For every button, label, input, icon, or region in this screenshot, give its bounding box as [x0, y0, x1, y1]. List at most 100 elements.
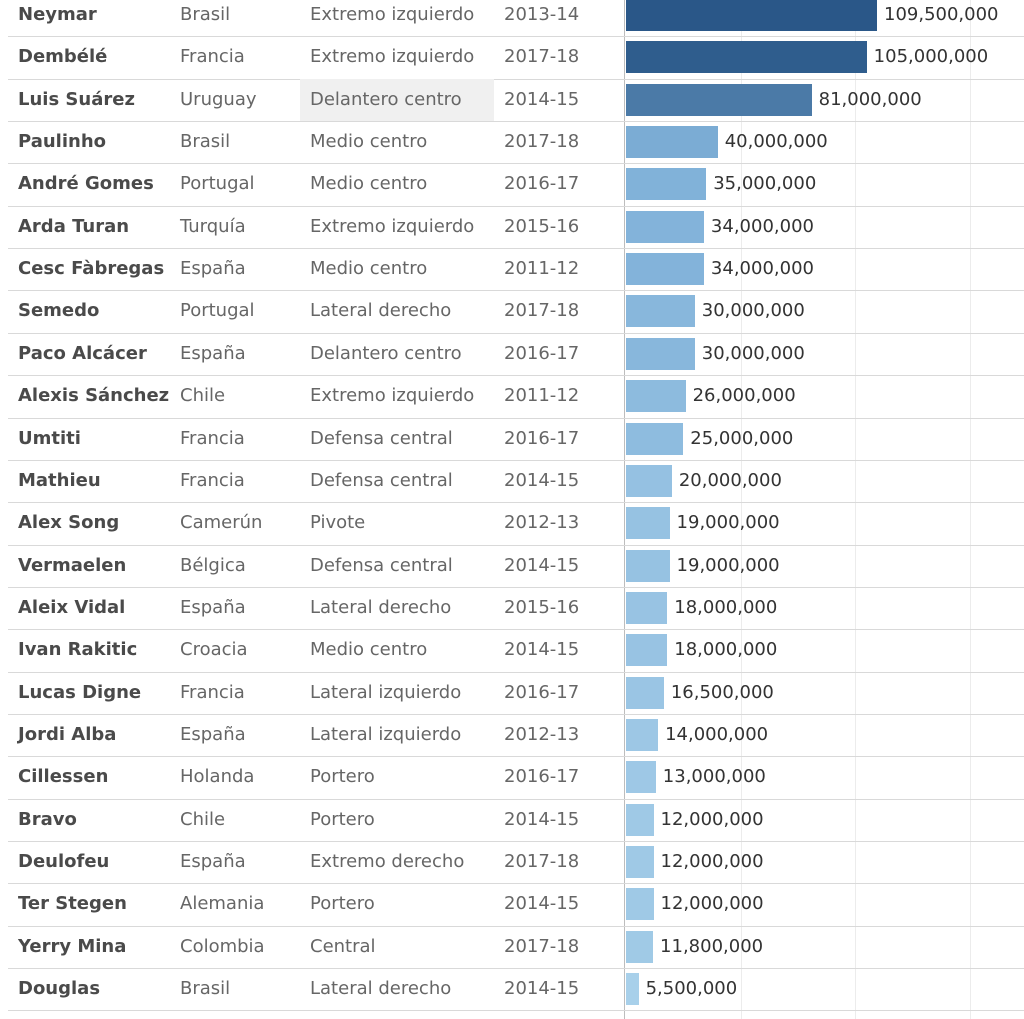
fee-label: 18,000,000	[674, 639, 778, 661]
player-country: Francia	[180, 427, 245, 449]
row-divider	[8, 544, 1024, 546]
player-position: Medio centro	[310, 131, 428, 153]
table-row: Alex Song Camerún Pivote 2012-13 19,000,000	[0, 502, 1024, 544]
player-name: Jordi Alba	[18, 723, 117, 745]
transfer-season: 2014-15	[504, 469, 580, 491]
player-country: Francia	[180, 46, 245, 68]
fee-label: 19,000,000	[676, 512, 780, 534]
transfer-season: 2011-12	[504, 385, 580, 407]
row-divider	[8, 121, 1024, 123]
fee-bar	[626, 761, 656, 794]
player-name: Aleix Vidal	[18, 596, 126, 618]
table-row: Luis Suárez Uruguay Delantero centro 2014-1…	[0, 78, 1024, 121]
row-divider	[8, 290, 1024, 292]
player-country: Portugal	[180, 173, 255, 195]
row-divider	[8, 883, 1024, 885]
player-position: Defensa central	[310, 554, 453, 576]
table-row: Semedo Portugal Lateral derecho 2017-18 30,0…	[0, 290, 1024, 332]
transfer-season: 2014-15	[504, 88, 580, 110]
table-row: Douglas Brasil Lateral derecho 2014-15 5,500…	[0, 968, 1024, 1010]
player-country: Brasil	[180, 4, 231, 25]
row-divider	[8, 163, 1024, 165]
player-name: Bravo	[18, 808, 77, 830]
table-row: Paulinho Brasil Medio centro 2017-18 40,000,…	[0, 121, 1024, 163]
fee-bar	[626, 41, 867, 74]
player-country: Alemania	[180, 893, 265, 915]
fee-label: 5,500,000	[645, 978, 738, 1000]
row-divider	[8, 968, 1024, 970]
fee-bar	[626, 126, 718, 159]
fee-bar	[626, 210, 704, 243]
fee-bar	[626, 380, 686, 413]
fee-bar	[626, 930, 654, 963]
transfer-season: 2012-13	[504, 512, 580, 534]
transfer-season: 2014-15	[504, 978, 580, 1000]
player-position: Portero	[310, 893, 375, 915]
fee-bar	[626, 83, 812, 116]
fee-label: 30,000,000	[701, 300, 805, 322]
player-position: Portero	[310, 766, 375, 788]
player-name: Douglas	[18, 978, 101, 1000]
table-row: Cesc Fàbregas España Medio centro 2011-12 34…	[0, 248, 1024, 290]
fee-bar	[626, 168, 707, 201]
player-country: Bélgica	[180, 554, 246, 576]
player-country: Chile	[180, 385, 226, 407]
row-divider	[8, 248, 1024, 250]
fee-label: 14,000,000	[665, 723, 769, 745]
row-divider	[8, 417, 1024, 419]
player-name: Paco Alcácer	[18, 342, 147, 364]
player-name: Umtiti	[18, 427, 81, 449]
table-row: Deulofeu España Extremo derecho 2017-18 12,0…	[0, 841, 1024, 883]
player-position: Lateral izquierdo	[310, 723, 462, 745]
player-position: Extremo derecho	[310, 851, 465, 872]
player-position: Medio centro	[310, 173, 428, 195]
fee-label: 81,000,000	[818, 88, 922, 110]
table-row: Neymar Brasil Extremo izquierdo 2013-14 109,…	[0, 0, 1024, 36]
transfer-season: 2017-18	[504, 46, 580, 68]
table-row: Dembélé Francia Extremo izquierdo 2017-18 10…	[0, 36, 1024, 78]
transfer-season: 2017-18	[504, 935, 580, 957]
fee-label: 13,000,000	[662, 766, 766, 788]
transfer-season: 2016-17	[504, 766, 580, 788]
table-row: Alexis Sánchez Chile Extremo izquierdo 2011…	[0, 375, 1024, 417]
transfer-season: 2014-15	[504, 808, 580, 830]
fee-label: 12,000,000	[660, 808, 764, 830]
row-divider	[8, 332, 1024, 334]
player-position: Extremo izquierdo	[310, 46, 475, 68]
fee-bar	[626, 422, 684, 455]
transfer-season: 2016-17	[504, 173, 580, 195]
fee-label: 40,000,000	[724, 131, 828, 153]
transfer-season: 2015-16	[504, 215, 580, 237]
row-divider	[8, 459, 1024, 461]
transfer-season: 2014-15	[504, 639, 580, 661]
fee-bar	[626, 295, 695, 328]
row-divider	[8, 1010, 1024, 1012]
player-country: Holanda	[180, 766, 255, 788]
table-row: Arda Turan Turquía Extremo izquierdo 2015-1…	[0, 206, 1024, 248]
fee-label: 11,800,000	[660, 935, 764, 957]
player-name: Cesc Fàbregas	[18, 258, 165, 280]
table-row: Paco Alcácer España Delantero centro 2016-1…	[0, 333, 1024, 375]
player-position: Pivote	[310, 512, 366, 534]
transfer-season: 2017-18	[504, 300, 580, 322]
player-position: Defensa central	[310, 427, 453, 449]
fee-bar	[626, 591, 668, 624]
player-name: Deulofeu	[18, 851, 110, 872]
bar-axis-line	[624, 0, 625, 1019]
fee-label: 35,000,000	[713, 173, 817, 195]
table-row: André Gomes Portugal Medio centro 2016-17 35…	[0, 163, 1024, 205]
gridline	[969, 0, 971, 1019]
player-name: Lucas Digne	[18, 681, 142, 703]
player-country: Uruguay	[180, 88, 257, 110]
fee-label: 34,000,000	[710, 215, 814, 237]
player-name: Alexis Sánchez	[18, 385, 170, 407]
player-country: Colombia	[180, 935, 265, 957]
table-row: Ter Stegen Alemania Portero 2014-15 12,000,0…	[0, 883, 1024, 925]
player-position: Lateral izquierdo	[310, 681, 462, 703]
row-divider	[8, 798, 1024, 800]
fee-label: 105,000,000	[873, 46, 989, 68]
fee-label: 30,000,000	[701, 342, 805, 364]
row-divider	[8, 629, 1024, 631]
table-row: Vermaelen Bélgica Defensa central 2014-15 19…	[0, 545, 1024, 587]
